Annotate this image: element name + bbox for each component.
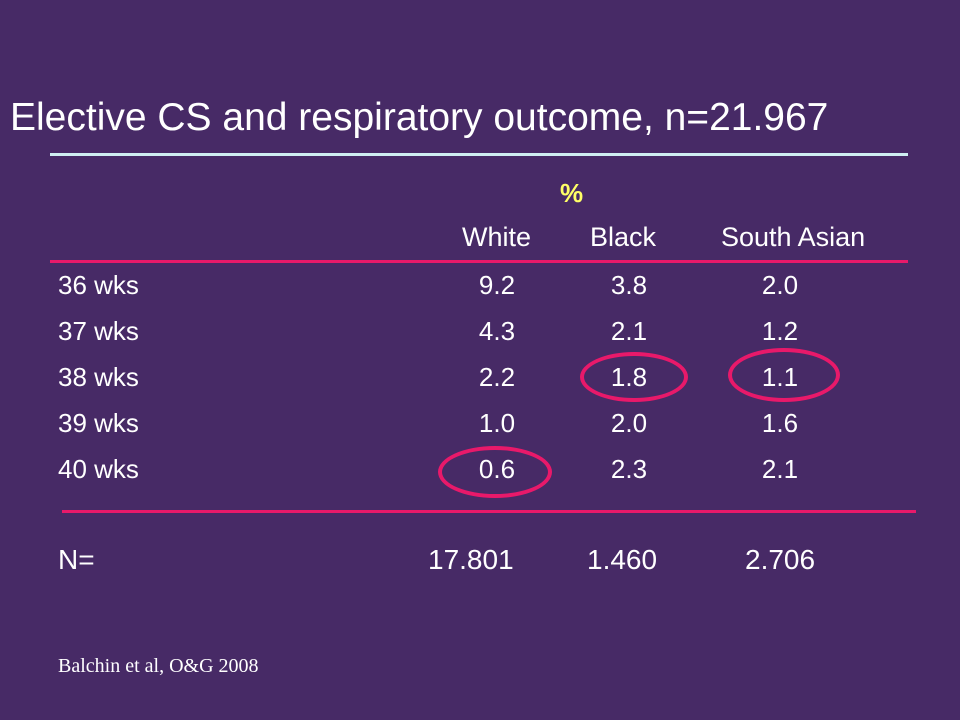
cell-black: 2.0 [610,408,648,438]
cell-white: 9.2 [478,270,516,300]
totals-label: N= [58,544,95,575]
highlight-circle-south-asian-38wks [728,348,840,402]
column-header-black: Black [590,222,657,252]
cell-south-asian: 1.2 [761,316,799,346]
cell-south-asian: 1.6 [761,408,799,438]
header-divider [50,260,908,263]
row-label: 39 wks [58,408,139,438]
column-header-white: White [462,222,532,252]
cell-south-asian: 2.1 [761,454,799,484]
source-citation: Balchin et al, O&G 2008 [58,655,259,677]
cell-black: 2.3 [610,454,648,484]
title-divider [50,153,908,156]
total-black: 1.460 [587,544,658,575]
row-label: 37 wks [58,316,139,346]
slide-title: Elective CS and respiratory outcome, n=2… [10,96,829,139]
cell-black: 2.1 [610,316,648,346]
highlight-circle-white-40wks [438,446,552,498]
totals-divider [62,510,916,513]
unit-label: % [560,178,584,208]
column-header-south-asian: South Asian [721,222,866,252]
row-label: 36 wks [58,270,139,300]
cell-white: 4.3 [478,316,516,346]
row-label: 38 wks [58,362,139,392]
cell-white: 2.2 [478,362,516,392]
total-white: 17.801 [428,544,514,575]
cell-white: 1.0 [478,408,516,438]
total-south-asian: 2.706 [745,544,816,575]
cell-south-asian: 2.0 [761,270,799,300]
cell-black: 3.8 [610,270,648,300]
row-label: 40 wks [58,454,139,484]
highlight-circle-black-38wks [580,352,688,402]
